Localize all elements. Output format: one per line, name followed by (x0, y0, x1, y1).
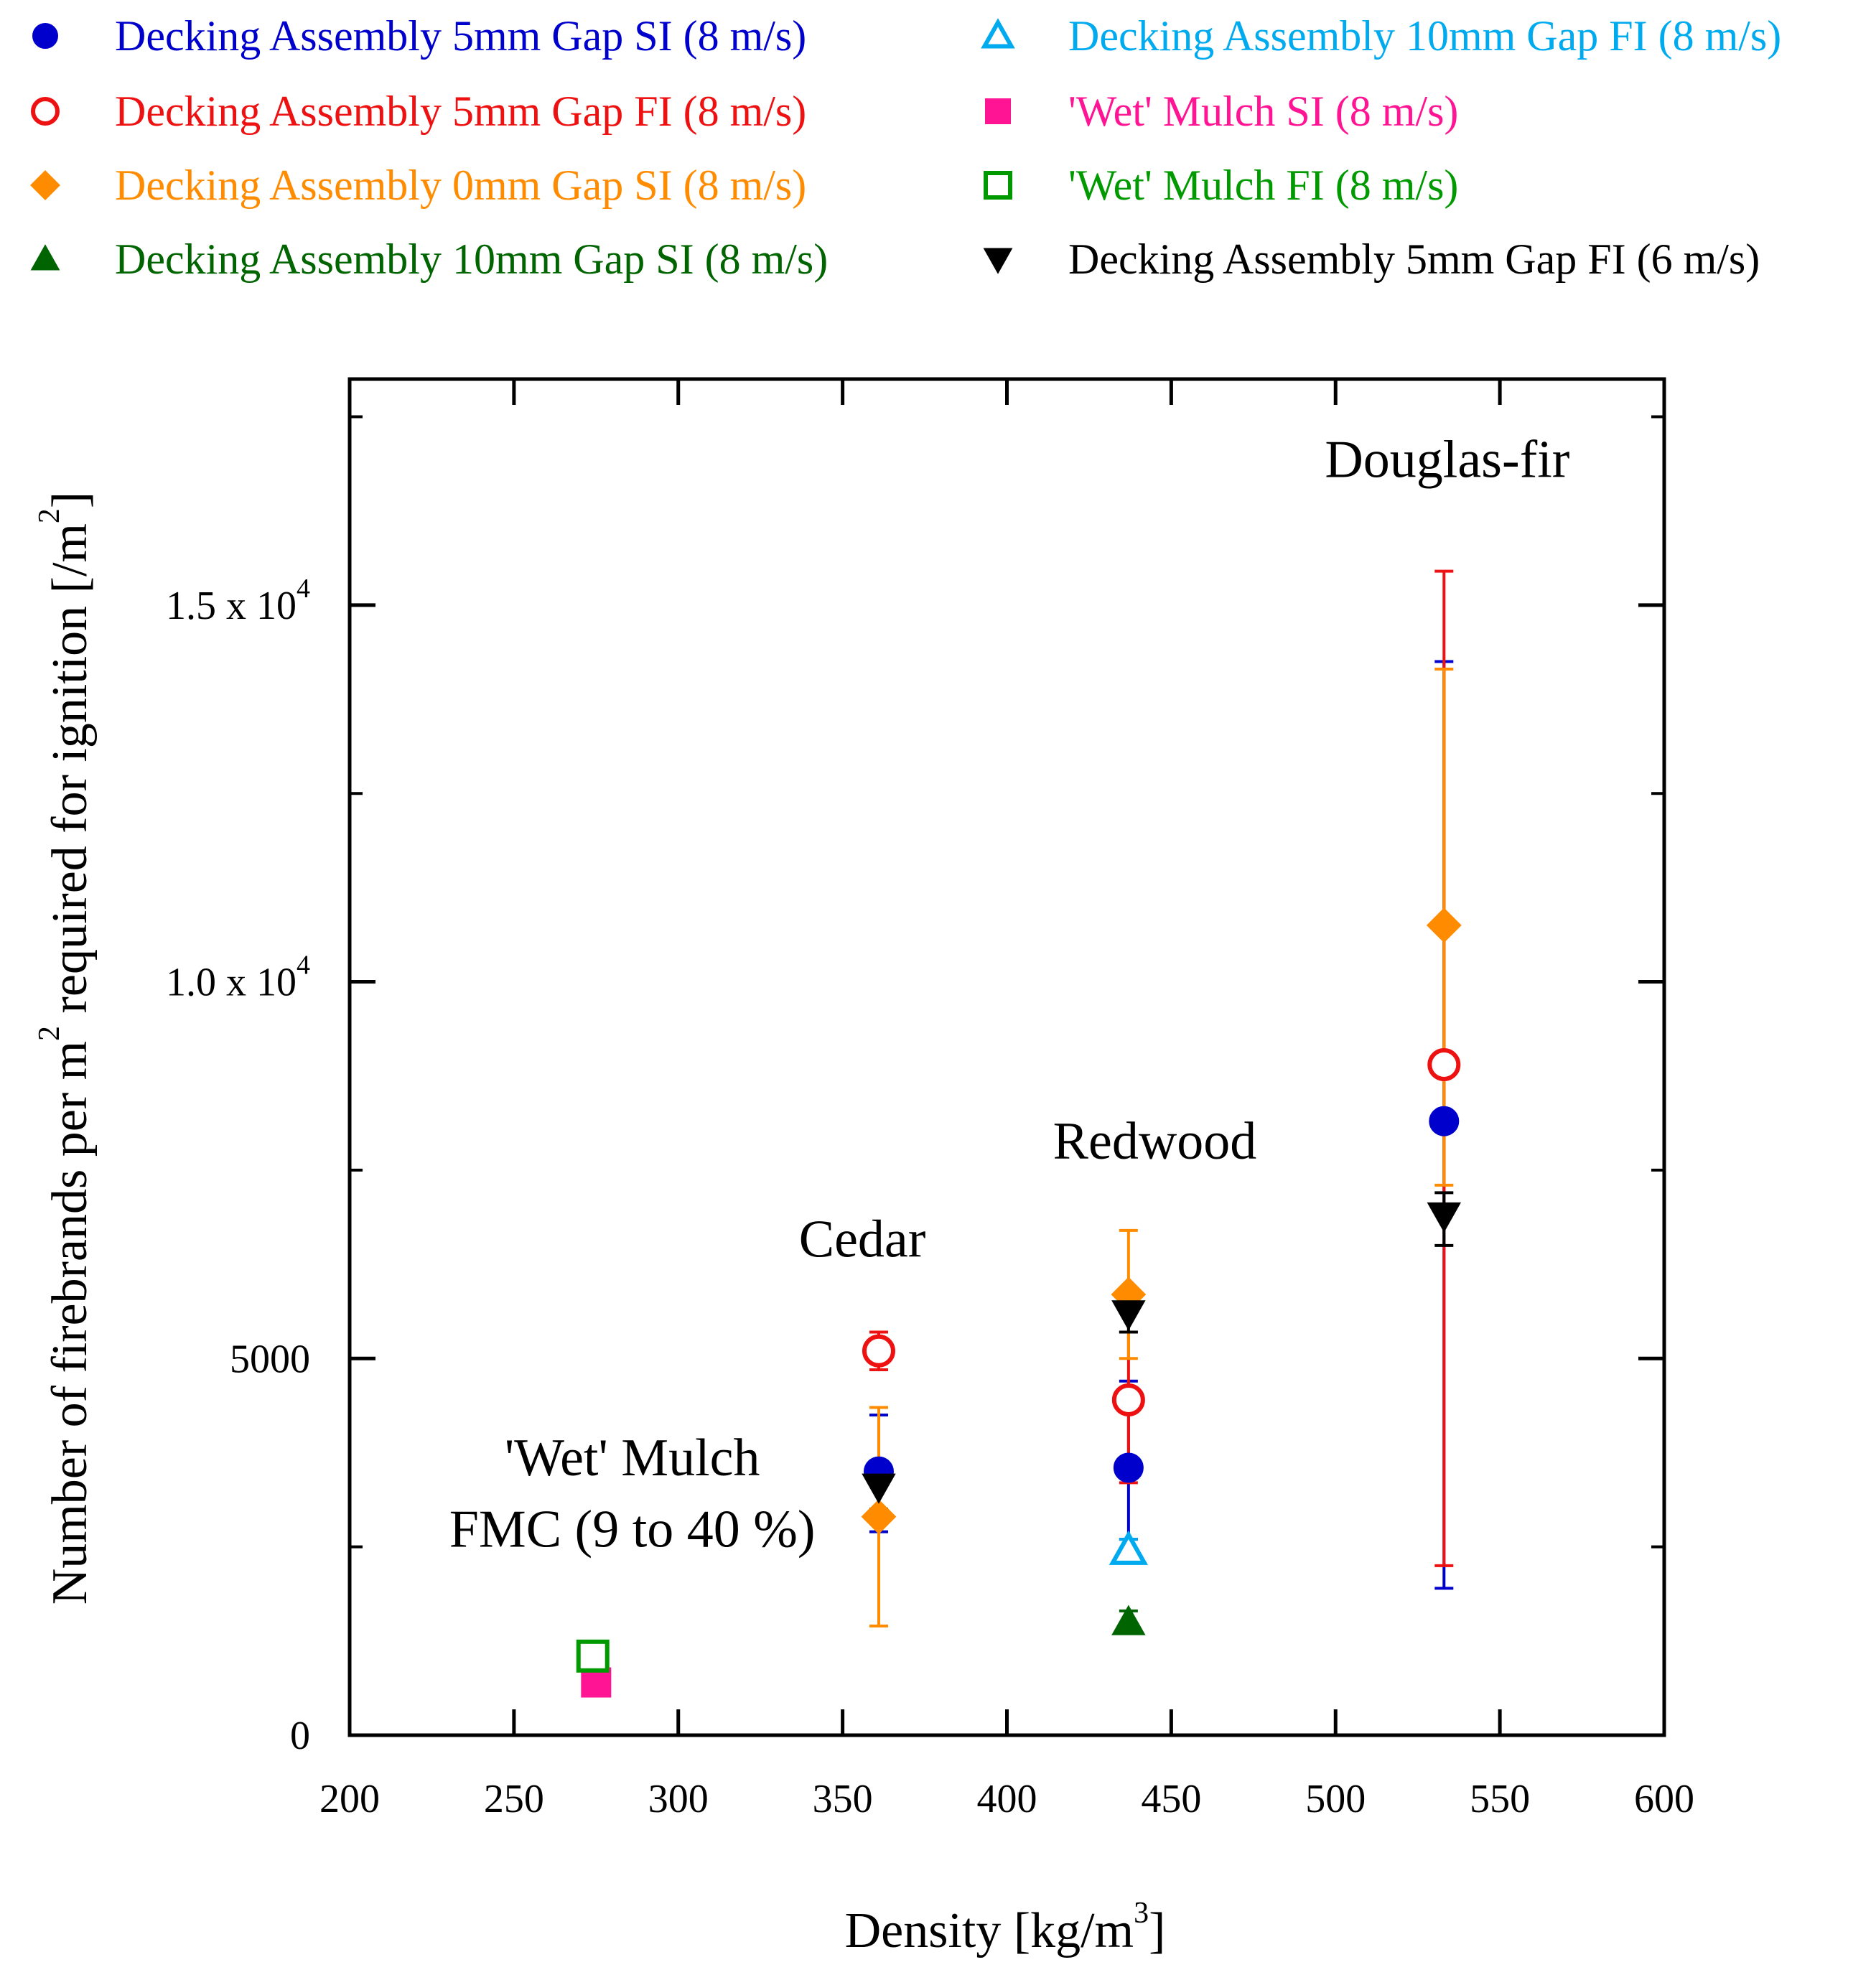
data-point (1427, 1202, 1462, 1233)
x-tick-label: 400 (977, 1777, 1037, 1821)
y-tick-label: 1.0 x 104 (166, 951, 310, 1005)
legend-label: Decking Assembly 10mm Gap SI (8 m/s) (115, 235, 828, 283)
x-tick-label: 300 (648, 1777, 709, 1821)
annotation-label: Cedar (799, 1210, 926, 1269)
legend-item: Decking Assembly 5mm Gap SI (8 m/s) (32, 12, 806, 60)
data-point (1111, 1605, 1146, 1635)
x-tick-label: 250 (484, 1777, 544, 1821)
legend-item: Decking Assembly 10mm Gap FI (8 m/s) (981, 12, 1781, 60)
data-point (1426, 907, 1462, 943)
data-point (1111, 1300, 1146, 1331)
annotation-label: FMC (9 to 40 %) (449, 1500, 816, 1559)
data-point (862, 1473, 896, 1504)
annotation-label: Redwood (1053, 1112, 1257, 1171)
y-axis-title: Number of firebrands per m2 required for… (33, 492, 98, 1605)
y-tick-label: 5000 (230, 1337, 310, 1381)
legend-marker (984, 171, 1012, 200)
data-point (1427, 1047, 1461, 1081)
data-markers (576, 907, 1462, 1698)
data-point (1111, 1383, 1145, 1416)
legend-item: Decking Assembly 10mm Gap SI (8 m/s) (30, 235, 828, 283)
data-point (1109, 1530, 1149, 1565)
data-point (1113, 1452, 1144, 1483)
x-axis-title: Density [kg/m3] (845, 1897, 1166, 1958)
data-point (1429, 1106, 1460, 1136)
y-tick-label: 1.5 x 104 (166, 574, 310, 628)
x-tick-label: 200 (319, 1777, 380, 1821)
legend-marker (983, 248, 1013, 274)
legend-label: Decking Assembly 0mm Gap SI (8 m/s) (115, 162, 806, 209)
x-tick-label: 500 (1305, 1777, 1366, 1821)
data-point (581, 1667, 612, 1698)
data-point (861, 1499, 897, 1535)
axis-ticks (347, 379, 1666, 1737)
legend-label: 'Wet' Mulch FI (8 m/s) (1068, 162, 1458, 209)
x-tick-label: 600 (1634, 1777, 1694, 1821)
x-tick-label: 350 (813, 1777, 873, 1821)
legend-label: Decking Assembly 5mm Gap FI (8 m/s) (115, 88, 806, 135)
legend-item: Decking Assembly 5mm Gap FI (8 m/s) (31, 88, 806, 135)
legend-label: Decking Assembly 5mm Gap FI (6 m/s) (1068, 235, 1760, 283)
legend-item: Decking Assembly 0mm Gap SI (8 m/s) (30, 162, 806, 209)
x-tick-label: 550 (1470, 1777, 1530, 1821)
legend-marker (30, 244, 60, 271)
legend-marker (981, 18, 1015, 49)
legend-label: Decking Assembly 10mm Gap FI (8 m/s) (1068, 12, 1781, 60)
legend-marker (985, 98, 1011, 124)
annotation-label: Douglas-fir (1325, 430, 1569, 489)
data-point (862, 1334, 895, 1368)
annotations: Douglas-fir Redwood Cedar 'Wet' Mulch FMC (9… (449, 430, 1570, 1559)
data-point (576, 1639, 610, 1673)
legend-label: 'Wet' Mulch SI (8 m/s) (1068, 88, 1458, 135)
tick-labels: 200 250 300 350 400 450 500 550 600 0 5000 1.0 x 10… (166, 574, 1694, 1821)
legend-item: 'Wet' Mulch FI (8 m/s) (984, 162, 1458, 209)
y-tick-label: 0 (290, 1714, 310, 1758)
legend-item: 'Wet' Mulch SI (8 m/s) (985, 88, 1458, 135)
annotation-label: 'Wet' Mulch (505, 1429, 760, 1488)
legend-marker (30, 170, 60, 200)
legend-item: Decking Assembly 5mm Gap FI (6 m/s) (983, 235, 1760, 283)
x-tick-label: 450 (1141, 1777, 1201, 1821)
legend-label: Decking Assembly 5mm Gap SI (8 m/s) (115, 12, 806, 60)
legend-marker (31, 97, 60, 126)
legend-marker (32, 23, 58, 49)
legend: Decking Assembly 5mm Gap SI (8 m/s) Decki… (30, 12, 1781, 283)
